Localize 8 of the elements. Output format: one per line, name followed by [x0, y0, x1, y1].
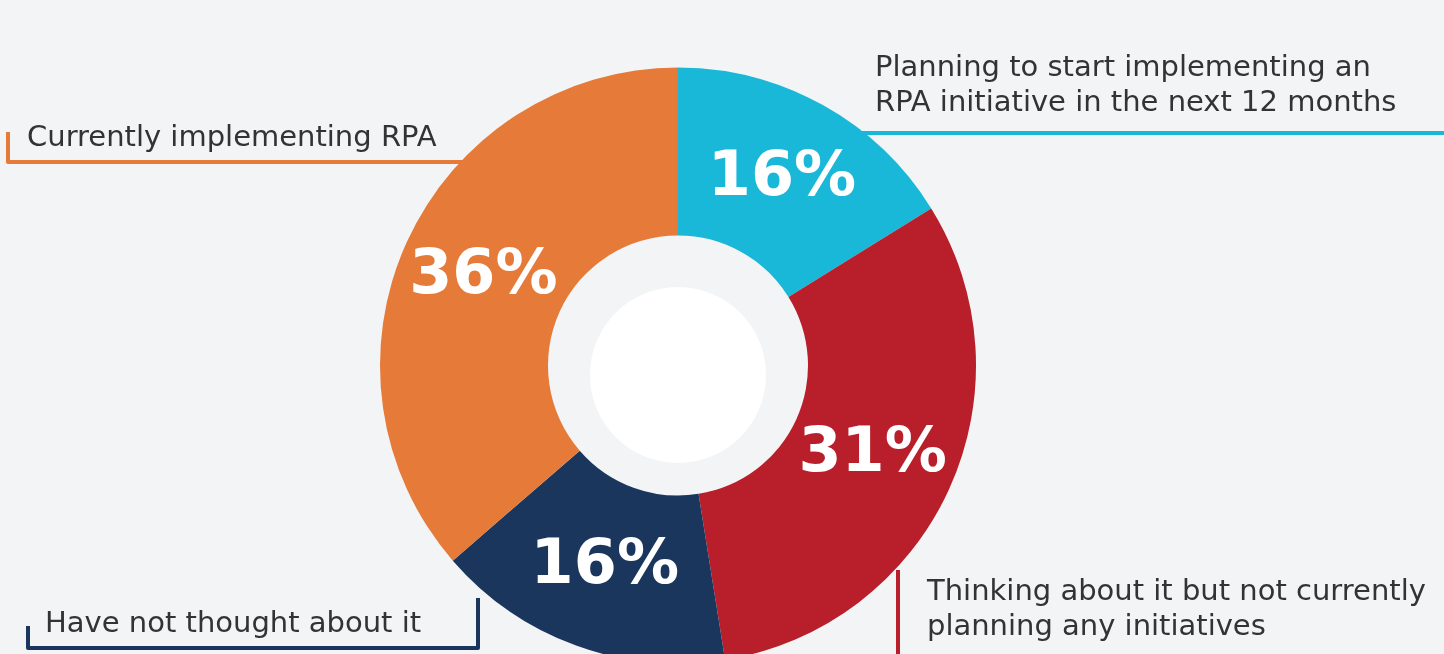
slice-label: Planning to start implementing an RPA initiative in the next 12 months	[875, 49, 1397, 118]
slice-label: Thinking about it but not currently planning any initiatives	[926, 573, 1426, 642]
data-label: 16%	[707, 136, 857, 210]
data-label: 16%	[530, 524, 680, 598]
slice-label: Have not thought about it	[45, 605, 422, 639]
slice-label: Currently implementing RPA	[27, 119, 437, 153]
data-label: 36%	[409, 234, 558, 308]
data-label: 31%	[798, 412, 947, 486]
